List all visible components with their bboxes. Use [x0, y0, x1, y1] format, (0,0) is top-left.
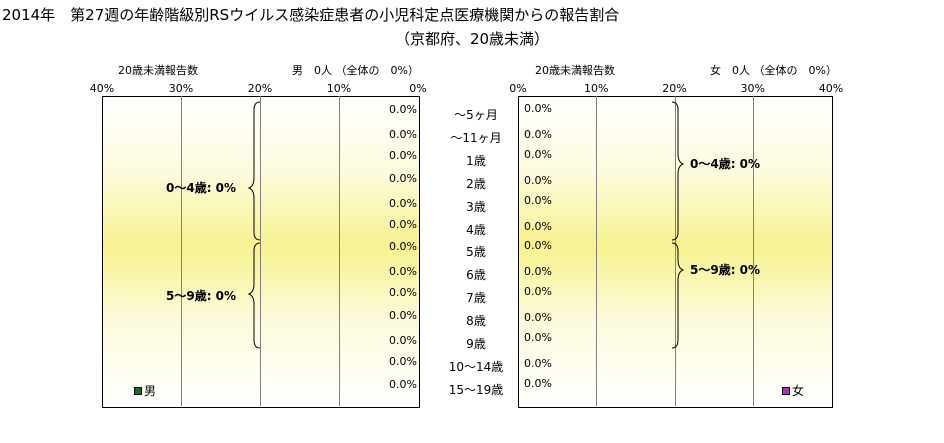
female-header-right: 女 0人 （全体の 0%） — [710, 64, 837, 77]
male-tick-label: 40% — [89, 82, 115, 95]
female-gridline — [752, 96, 754, 406]
male-value-label: 0.0% — [389, 286, 417, 300]
male-value-label: 0.0% — [389, 196, 417, 210]
female-gridline — [596, 96, 598, 406]
female-group-braces — [671, 101, 684, 349]
female-value-label: 0.0% — [524, 147, 552, 161]
male-value-label: 0.0% — [389, 240, 417, 254]
female-value-label: 0.0% — [524, 265, 552, 279]
age-category-label: ～11ヶ月 — [450, 130, 502, 145]
female-tick-label: 40% — [818, 82, 844, 95]
male-value-label: 0.0% — [389, 217, 417, 231]
male-header-left: 20歳未満報告数 — [118, 64, 198, 77]
female-legend-label: 女 — [792, 384, 805, 398]
female-tick-label: 10% — [584, 82, 609, 95]
male-value-label: 0.0% — [389, 127, 417, 141]
male-header-right: 男 0人 （全体の 0%） — [292, 64, 419, 77]
male-plot-area — [102, 96, 420, 408]
male-group-5-9-label: 5～9歳: 0% — [166, 289, 237, 303]
male-legend: 男 — [134, 382, 156, 399]
female-value-label: 0.0% — [524, 127, 552, 141]
male-legend-label: 男 — [144, 384, 157, 398]
male-value-label: 0.0% — [389, 265, 417, 279]
female-legend-swatch — [782, 386, 790, 395]
male-value-label: 0.0% — [389, 354, 417, 368]
female-value-label: 0.0% — [524, 219, 552, 233]
female-tick-label: 20% — [662, 82, 687, 95]
female-group-5-9-label: 5～9歳: 0% — [690, 263, 761, 277]
female-plot-area — [518, 96, 833, 408]
female-legend: 女 — [782, 382, 804, 399]
male-tick-label: 20% — [247, 82, 273, 95]
female-header-left: 20歳未満報告数 — [535, 64, 615, 77]
age-category-label: 1歳 — [466, 153, 486, 168]
male-gridline — [260, 96, 261, 406]
male-value-label: 0.0% — [389, 148, 417, 162]
male-group-0-4-label: 0～4歳: 0% — [166, 181, 237, 195]
female-value-label: 0.0% — [524, 376, 552, 390]
age-category-label: 7歳 — [466, 291, 486, 306]
chart-title: 2014年 第27週の年齢階級別RSウイルス感染症患者の小児科定点医療機関からの… — [2, 6, 620, 24]
age-category-label: 9歳 — [466, 337, 486, 351]
female-value-label: 0.0% — [524, 102, 552, 115]
male-legend-swatch — [134, 386, 142, 395]
age-category-label: 4歳 — [466, 222, 486, 237]
female-group-0-4-label: 0～4歳: 0% — [690, 157, 761, 171]
male-tick-label: 30% — [168, 82, 194, 95]
male-tick-label: 0% — [409, 82, 427, 95]
male-gridline — [181, 96, 182, 406]
age-category-label: 15～19歳 — [448, 382, 504, 397]
female-value-label: 0.0% — [524, 311, 552, 325]
male-value-label: 0.0% — [389, 377, 417, 391]
male-value-label: 0.0% — [389, 171, 417, 185]
age-category-label: 6歳 — [466, 268, 486, 283]
age-category-label: 3歳 — [466, 199, 486, 214]
male-group-braces — [248, 101, 261, 349]
male-gridline — [339, 96, 340, 406]
chart-subtitle: （京都府、20歳未満） — [394, 30, 550, 48]
female-tick-label: 0% — [509, 82, 527, 95]
age-category-label: ～5ヶ月 — [454, 108, 498, 122]
female-value-label: 0.0% — [524, 173, 552, 187]
female-gridline — [674, 96, 676, 406]
male-value-label: 0.0% — [389, 309, 417, 323]
age-category-label: 8歳 — [466, 314, 486, 329]
male-value-label: 0.0% — [389, 103, 417, 116]
female-value-label: 0.0% — [524, 356, 552, 370]
female-value-label: 0.0% — [524, 285, 552, 299]
male-value-label: 0.0% — [389, 334, 417, 347]
age-category-label: 10～14歳 — [448, 359, 504, 374]
female-value-label: 0.0% — [524, 239, 552, 253]
female-tick-label: 30% — [740, 82, 765, 95]
female-value-label: 0.0% — [524, 193, 552, 207]
male-tick-label: 10% — [326, 82, 352, 95]
age-category-label: 2歳 — [466, 176, 486, 191]
age-category-label: 5歳 — [466, 245, 486, 260]
female-value-label: 0.0% — [524, 331, 552, 344]
